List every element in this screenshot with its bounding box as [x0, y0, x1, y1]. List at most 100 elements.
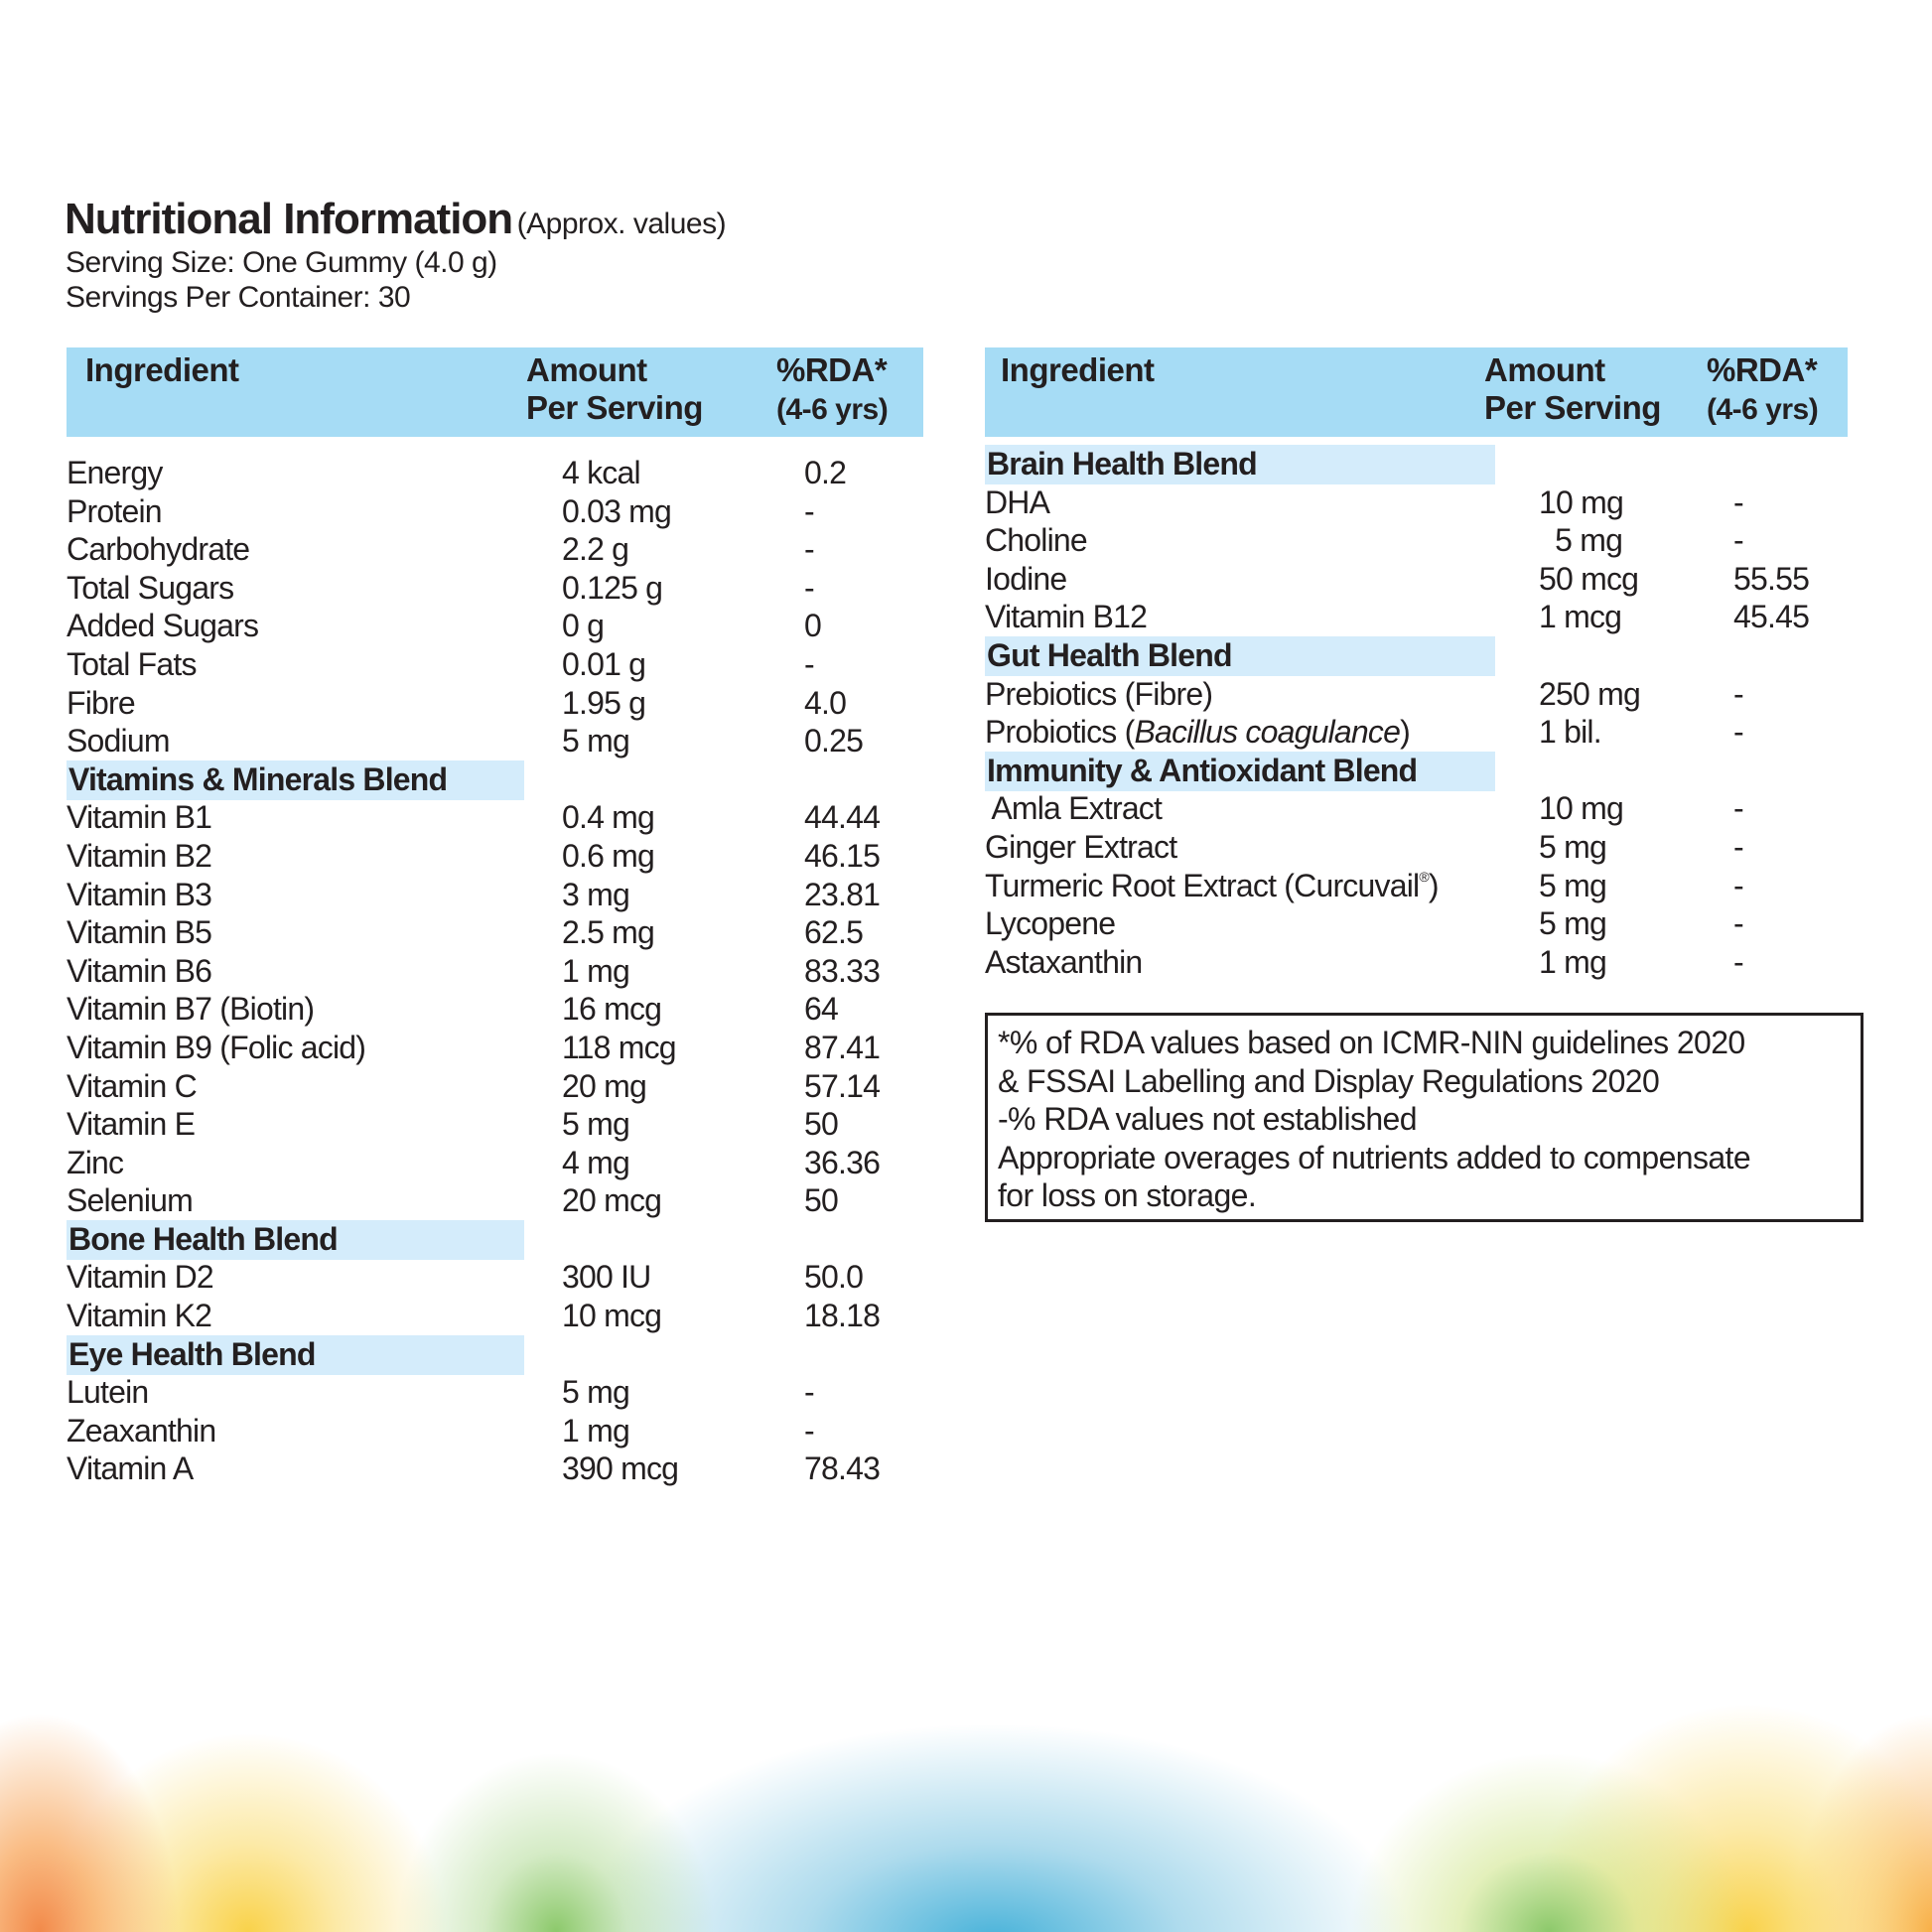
ingredient-name: Zinc — [67, 1144, 124, 1182]
amount-value: 10 mg — [1539, 790, 1624, 827]
ingredient-text: Lycopene — [985, 905, 1116, 942]
title-note: (Approx. values) — [516, 207, 727, 240]
rda-value: - — [1733, 790, 1744, 827]
table-row: Energy 4 kcal 0.2 — [67, 454, 923, 492]
amount-value: 10 mg — [1539, 483, 1624, 520]
amount-value: 10 mcg — [562, 1298, 662, 1334]
table-row: Choline 5 mg - — [985, 521, 1848, 560]
rda-value: 18.18 — [804, 1298, 881, 1334]
ingredient-name: Astaxanthin — [985, 943, 1143, 982]
blend-title: Vitamins & Minerals Blend — [67, 759, 524, 800]
ingredient-text: Ginger Extract — [985, 828, 1177, 865]
table-row: Selenium 20 mcg 50 — [67, 1181, 923, 1220]
ingredient-text: Amla Extract — [985, 790, 1163, 827]
amount-value: 1.95 g — [562, 684, 646, 721]
table-row: Protein 0.03 mg - — [67, 492, 923, 531]
ingredient-text: Added Sugars — [67, 608, 259, 644]
ingredient-name: Added Sugars — [67, 607, 259, 645]
rda-value: - — [804, 1374, 815, 1411]
ingredient-text: Prebiotics (Fibre) — [985, 675, 1213, 712]
right-table-body: Brain Health Blend DHA 10 mg - Choline 5 mg -… — [985, 445, 1848, 981]
ingredient-name: DHA — [985, 483, 1050, 522]
amount-value: 1 bil. — [1539, 714, 1602, 751]
rda-value: 4.0 — [804, 684, 847, 721]
ingredient-text: Probiotics ( — [985, 714, 1135, 751]
table-row: Sodium 5 mg 0.25 — [67, 722, 923, 760]
ingredient-name: Total Fats — [67, 645, 198, 684]
ingredient-name: Total Sugars — [67, 569, 234, 608]
ingredient-name: Energy — [67, 454, 163, 492]
ingredient-name: Probiotics (Bacillus coagulance) — [985, 713, 1411, 752]
left-table-header: Ingredient Amount Per Serving %RDA* (4-6… — [67, 347, 923, 437]
rda-value: - — [804, 492, 815, 529]
ingredient-text: Vitamin B12 — [985, 599, 1148, 635]
amount-value: 0.01 g — [562, 645, 646, 682]
ingredient-text: Sodium — [67, 723, 171, 759]
table-row: Vitamin B12 1 mcg 45.45 — [985, 598, 1848, 636]
ingredient-name: Ginger Extract — [985, 828, 1177, 867]
registered-mark: ® — [1419, 868, 1429, 885]
footnote-line: Appropriate overages of nutrients added … — [998, 1139, 1751, 1175]
table-row: Vitamin B1 0.4 mg 44.44 — [67, 798, 923, 837]
col-rda: %RDA* — [1707, 351, 1818, 388]
rda-value: 78.43 — [804, 1450, 881, 1487]
amount-value: 16 mcg — [562, 991, 662, 1028]
ingredient-text: Vitamin B9 (Folic acid) — [67, 1029, 366, 1065]
watercolor-background — [0, 1604, 1932, 1932]
ingredient-text: Vitamin D2 — [67, 1259, 214, 1296]
amount-value: 2.2 g — [562, 531, 629, 568]
table-row: Vitamin A 390 mcg 78.43 — [67, 1449, 923, 1488]
table-row: Zeaxanthin 1 mg - — [67, 1412, 923, 1450]
amount-value: 0.125 g — [562, 569, 663, 606]
rda-value: 0 — [804, 608, 822, 644]
table-row: Vitamin B5 2.5 mg 62.5 — [67, 913, 923, 952]
rda-value: - — [1733, 828, 1744, 865]
ingredient-name: Vitamin B9 (Folic acid) — [67, 1029, 366, 1067]
ingredient-name: Choline — [985, 521, 1088, 560]
ingredient-name: Vitamin B7 (Biotin) — [67, 990, 315, 1029]
ingredient-name: Vitamin B5 — [67, 913, 212, 952]
table-row: Lycopene 5 mg - — [985, 904, 1848, 943]
ingredient-name: Vitamin D2 — [67, 1258, 214, 1297]
blend-title: Immunity & Antioxidant Blend — [985, 751, 1495, 791]
blend-title: Eye Health Blend — [67, 1334, 524, 1375]
amount-value: 5 mg — [562, 1106, 630, 1143]
rda-value: 36.36 — [804, 1144, 881, 1180]
amount-value: 390 mcg — [562, 1450, 679, 1487]
ingredient-text: Vitamin B7 (Biotin) — [67, 991, 315, 1028]
rda-value: 83.33 — [804, 952, 881, 989]
ingredient-name: Selenium — [67, 1181, 194, 1220]
ingredient-name: Protein — [67, 492, 163, 531]
ingredient-text: Selenium — [67, 1182, 194, 1219]
amount-value: 1 mg — [562, 952, 630, 989]
col-amount-sub: Per Serving — [1484, 389, 1661, 426]
table-row: Vitamin D2 300 IU 50.0 — [67, 1258, 923, 1297]
amount-value: 4 mg — [562, 1144, 630, 1180]
amount-value: 2.5 mg — [562, 914, 655, 951]
table-row: Total Sugars 0.125 g - — [67, 569, 923, 608]
rda-footnote-box: *% of RDA values based on ICMR-NIN guide… — [985, 1013, 1863, 1222]
blend-header-row: Gut Health Blend — [985, 635, 1848, 676]
table-row: Vitamin B7 (Biotin) 16 mcg 64 — [67, 990, 923, 1029]
ingredient-name: Prebiotics (Fibre) — [985, 675, 1213, 714]
amount-value: 0 g — [562, 608, 605, 644]
blend-title: Bone Health Blend — [67, 1219, 524, 1260]
ingredient-text: Vitamin B5 — [67, 914, 212, 951]
table-row: Vitamin C 20 mg 57.14 — [67, 1067, 923, 1106]
ingredient-text: Astaxanthin — [985, 943, 1143, 980]
table-row: Lutein 5 mg - — [67, 1373, 923, 1412]
table-row: Vitamin E 5 mg 50 — [67, 1105, 923, 1144]
serving-size: Serving Size: One Gummy (4.0 g) — [66, 246, 497, 279]
ingredient-text: Zinc — [67, 1144, 124, 1180]
ingredient-text: Vitamin B1 — [67, 799, 212, 836]
table-row: Vitamin B9 (Folic acid) 118 mcg 87.41 — [67, 1029, 923, 1067]
table-row: Added Sugars 0 g 0 — [67, 607, 923, 645]
footnote-line: & FSSAI Labelling and Display Regulation… — [998, 1062, 1660, 1099]
col-amount: Amount — [1484, 351, 1605, 388]
amount-value: 5 mg — [562, 723, 630, 759]
rda-value: - — [1733, 905, 1744, 942]
col-ingredient: Ingredient — [1001, 351, 1155, 388]
table-row: Astaxanthin 1 mg - — [985, 943, 1848, 982]
rda-value: - — [804, 1412, 815, 1449]
ingredient-name: Fibre — [67, 684, 136, 723]
